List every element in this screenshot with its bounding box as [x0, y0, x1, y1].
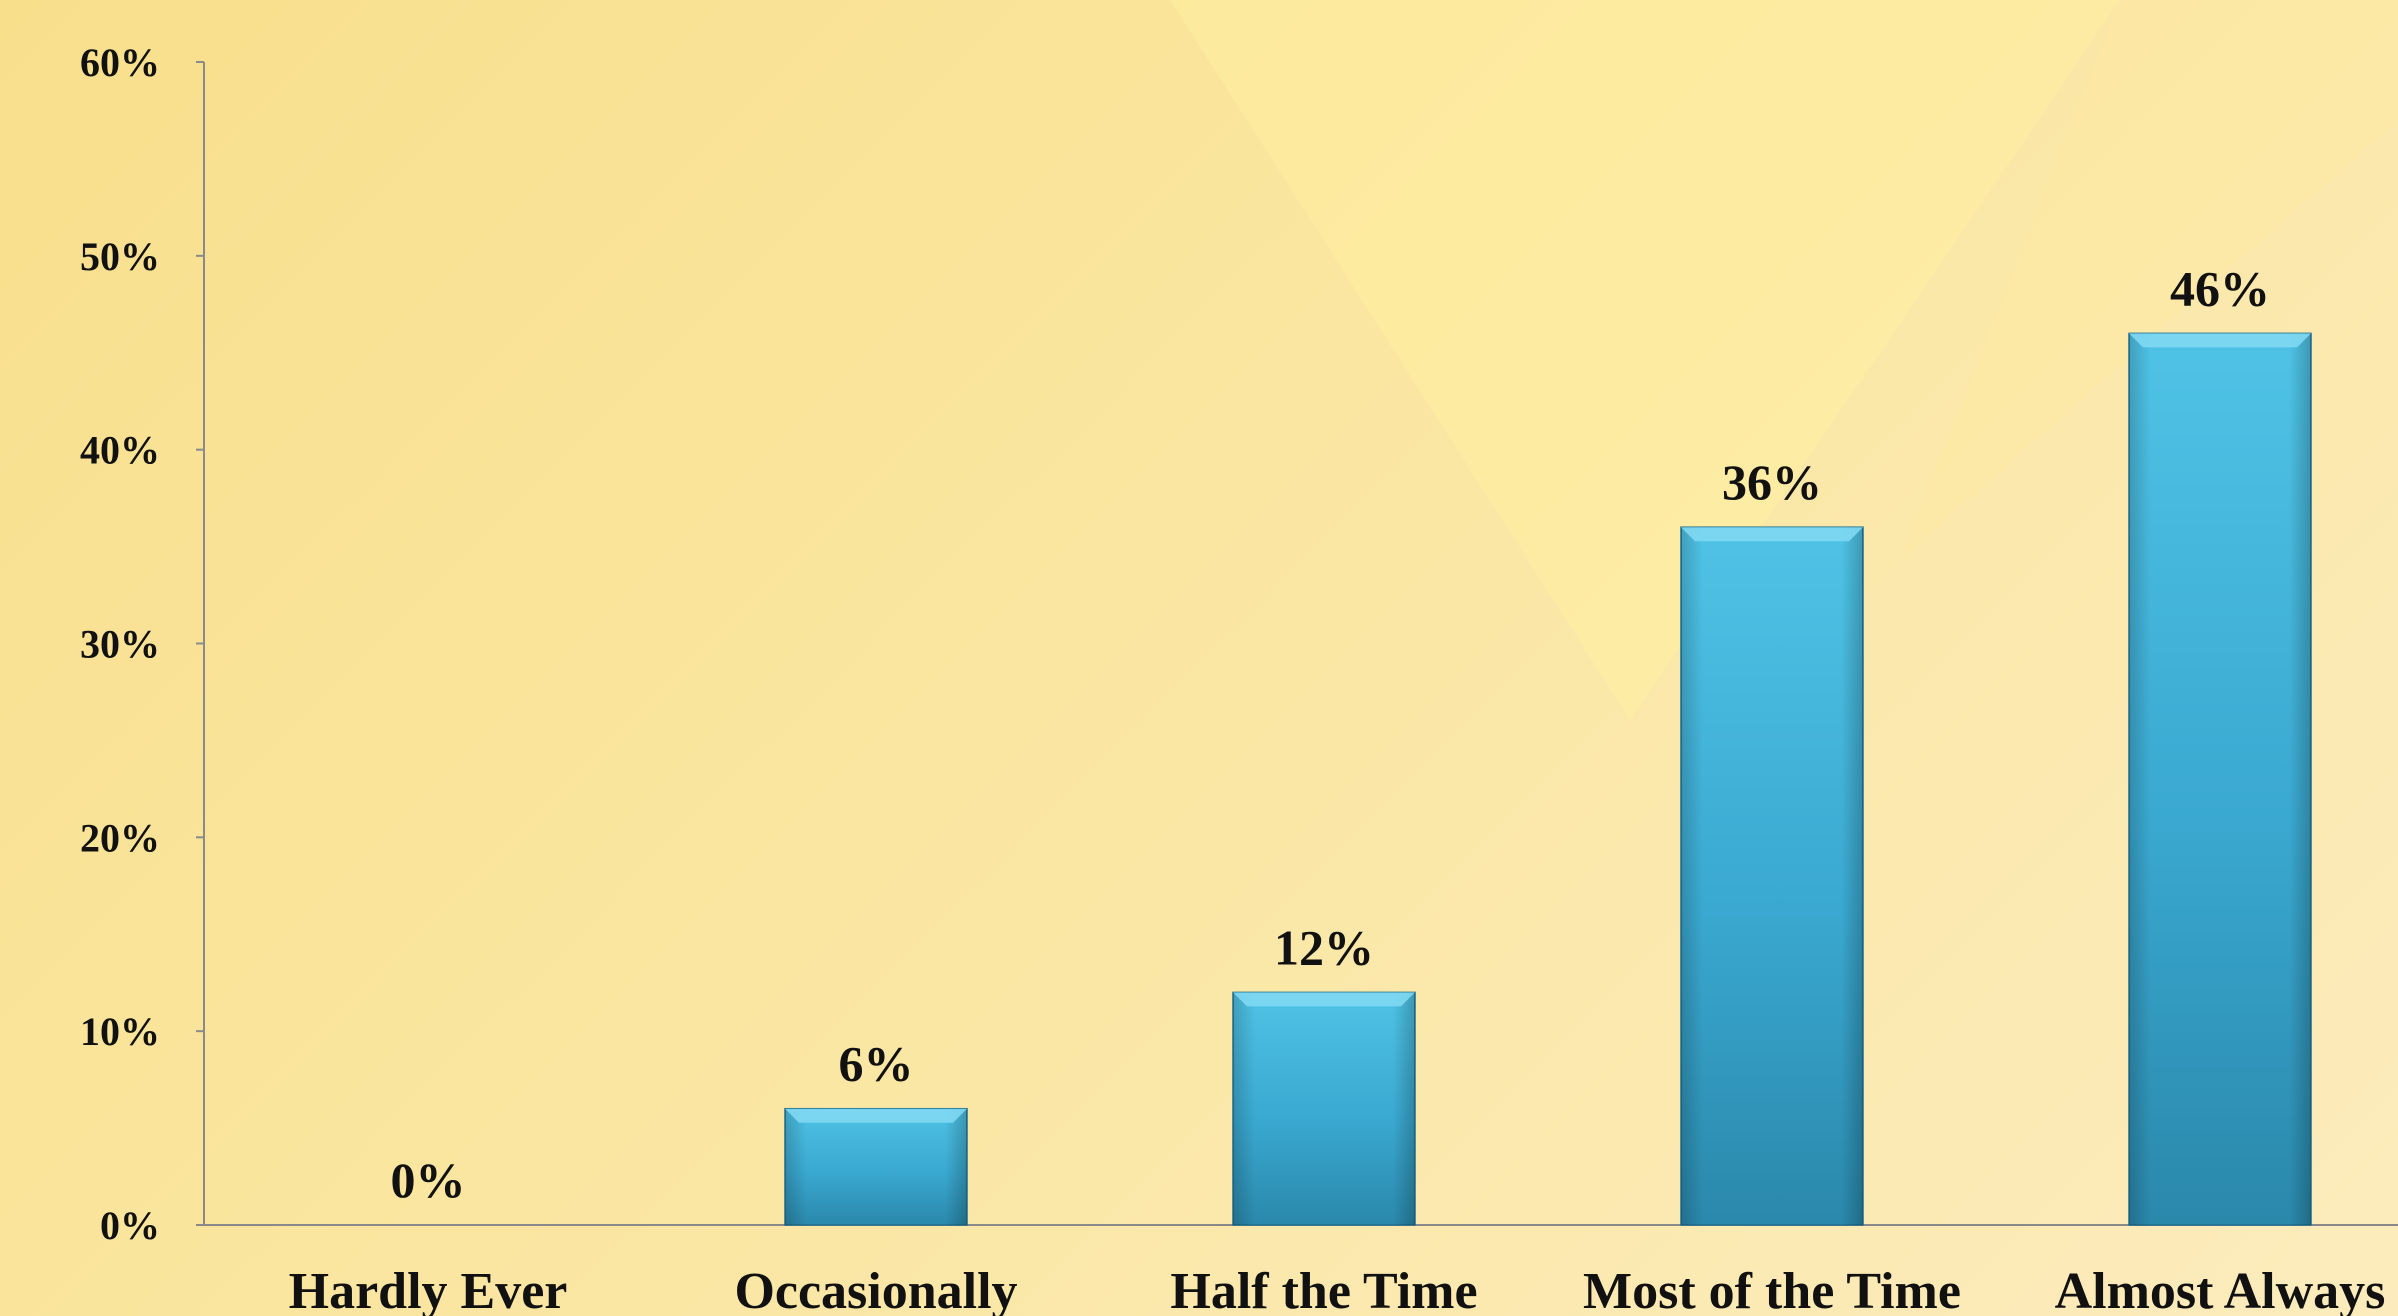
- bar-data-label: 0%: [391, 1152, 466, 1208]
- bar-data-label: 6%: [839, 1036, 914, 1092]
- bar-data-label: 36%: [1722, 454, 1822, 510]
- bar-bevel: [2129, 333, 2311, 348]
- y-tick-label: 30%: [80, 622, 160, 667]
- bar-data-label: 46%: [2170, 260, 2270, 316]
- x-axis: Hardly Ever Occasionally Half the Time Most…: [204, 1224, 2398, 1316]
- y-tick-label: 0%: [100, 1203, 160, 1248]
- y-tick-label: 60%: [80, 40, 160, 85]
- y-tick-label: 40%: [80, 428, 160, 473]
- x-category-label: Hardly Ever: [289, 1263, 568, 1316]
- y-tick-label: 20%: [80, 815, 160, 860]
- bar-shading: [785, 1108, 967, 1225]
- bar-shading: [1681, 527, 1863, 1225]
- bar-bevel: [1681, 527, 1863, 542]
- bar-shading: [2129, 333, 2311, 1225]
- bar-shading: [1233, 992, 1415, 1225]
- y-tick-label: 50%: [80, 234, 160, 279]
- bar: [1232, 991, 1416, 1226]
- y-axis: 0% 10% 20% 30% 40% 50% 60%: [80, 40, 205, 1248]
- bars: [784, 332, 2312, 1226]
- data-labels: 0% 6% 12% 36% 46%: [391, 260, 2271, 1208]
- y-tick-label: 10%: [80, 1009, 160, 1054]
- bar: [2128, 332, 2312, 1226]
- bar-data-label: 12%: [1274, 919, 1374, 975]
- x-category-label: Occasionally: [734, 1263, 1017, 1316]
- bar-bevel: [1233, 992, 1415, 1007]
- x-category-label: Half the Time: [1170, 1263, 1477, 1316]
- bar-bevel: [785, 1108, 967, 1123]
- x-category-label: Most of the Time: [1583, 1263, 1961, 1316]
- bar: [1680, 526, 1864, 1226]
- x-category-label: Almost Always: [2055, 1263, 2386, 1316]
- bar: [784, 1107, 968, 1226]
